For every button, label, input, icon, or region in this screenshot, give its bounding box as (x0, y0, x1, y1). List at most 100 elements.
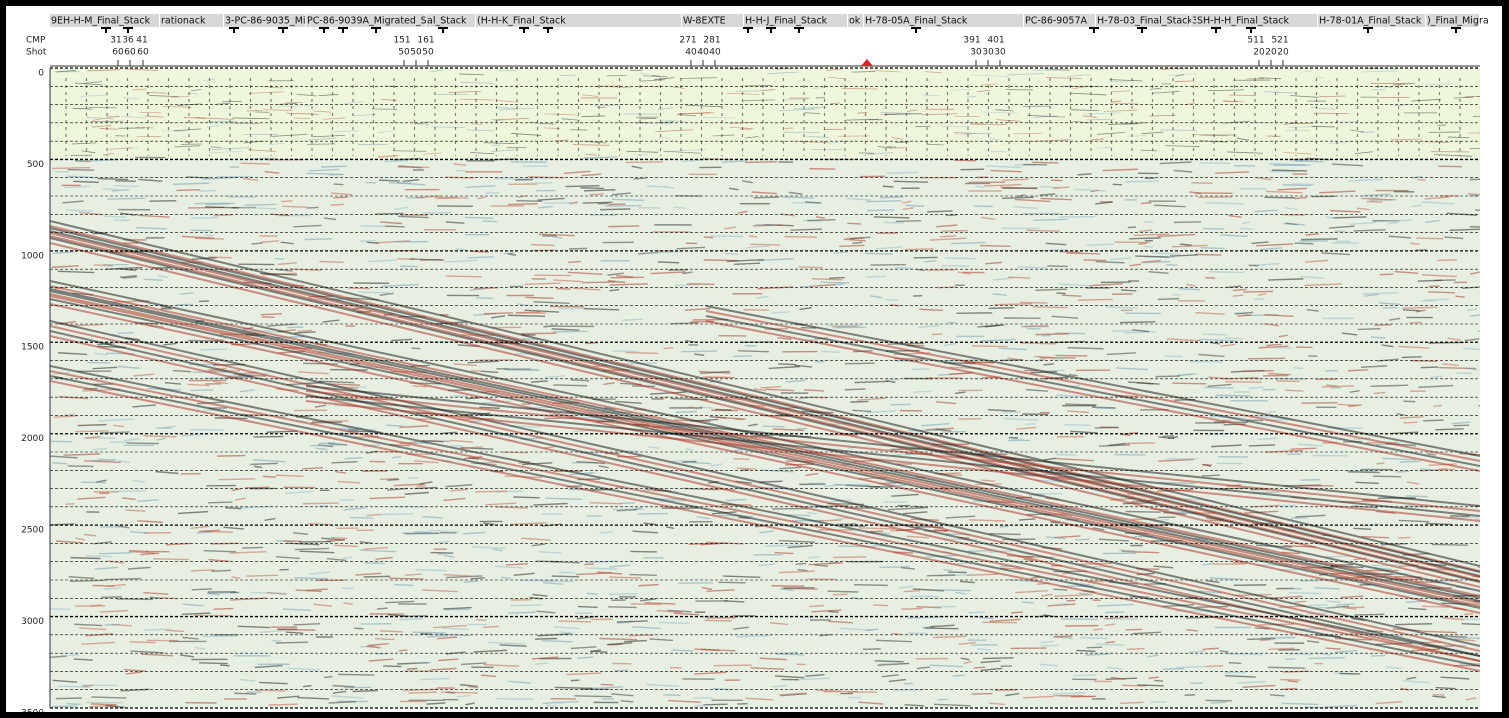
texture-stroke (88, 704, 118, 708)
texture-stroke (916, 666, 931, 670)
texture-stroke (122, 276, 137, 279)
window: 9EH-H-M_Final_Stack rationack 3-PC-86-9035… (6, 6, 1502, 712)
texture-stroke (1127, 226, 1136, 229)
texture-stroke (1271, 169, 1308, 172)
texture-stroke (1203, 227, 1225, 230)
texture-stroke (1447, 337, 1461, 341)
texture-stroke (715, 408, 732, 411)
texture-stroke (1124, 442, 1156, 445)
texture-stroke (1186, 628, 1198, 632)
texture-stroke (64, 413, 76, 416)
texture-stroke (254, 664, 283, 669)
texture-stroke (760, 385, 782, 389)
texture-stroke (144, 115, 164, 118)
texture-stroke (507, 680, 531, 684)
texture-stroke (483, 625, 499, 629)
texture-stroke (1382, 457, 1417, 461)
texture-stroke (1220, 234, 1248, 238)
texture-stroke (771, 311, 791, 314)
texture-stroke (703, 236, 714, 239)
texture-stroke (1073, 188, 1106, 192)
texture-stroke (1290, 516, 1308, 519)
texture-stroke (1141, 131, 1164, 135)
texture-stroke (1032, 306, 1068, 309)
texture-stroke (931, 333, 943, 336)
texture-stroke (94, 566, 119, 570)
texture-stroke (1305, 233, 1319, 236)
texture-stroke (203, 549, 236, 553)
texture-stroke (553, 279, 584, 283)
texture-stroke (172, 369, 192, 373)
texture-stroke (1172, 382, 1207, 385)
texture-stroke (975, 185, 985, 189)
texture-stroke (1465, 96, 1480, 98)
texture-stroke (1340, 595, 1364, 599)
texture-stroke (844, 388, 866, 391)
texture-stroke (1095, 260, 1125, 264)
texture-stroke (1154, 679, 1164, 682)
texture-stroke (467, 256, 494, 259)
texture-stroke (1385, 665, 1402, 670)
texture-stroke (1361, 70, 1398, 73)
texture-stroke (816, 216, 825, 219)
texture-stroke (522, 337, 539, 341)
texture-stroke (1054, 535, 1081, 539)
texture-stroke (524, 309, 559, 313)
texture-stroke (1190, 682, 1203, 685)
texture-stroke (133, 373, 155, 377)
texture-stroke (211, 569, 232, 573)
texture-stroke (968, 549, 992, 553)
texture-stroke (608, 203, 626, 206)
texture-stroke (1053, 635, 1073, 638)
texture-stroke (532, 543, 546, 547)
texture-stroke (580, 187, 604, 190)
texture-stroke (129, 531, 149, 534)
reflector (50, 380, 1480, 672)
texture-stroke (235, 497, 246, 501)
texture-stroke (63, 453, 100, 456)
texture-stroke (1142, 260, 1171, 264)
texture-stroke (700, 648, 736, 652)
texture-stroke (240, 162, 270, 165)
y-tick-label: 1500 (21, 343, 44, 353)
texture-stroke (109, 147, 133, 150)
texture-stroke (1371, 654, 1386, 657)
texture-stroke (511, 133, 542, 136)
texture-stroke (1356, 207, 1370, 211)
texture-stroke (90, 703, 117, 706)
texture-stroke (744, 161, 777, 164)
texture-stroke (675, 410, 698, 414)
texture-stroke (1026, 229, 1060, 232)
texture-stroke (50, 455, 78, 459)
texture-stroke (1173, 221, 1202, 224)
texture-stroke (495, 698, 534, 700)
texture-stroke (671, 649, 694, 652)
texture-stroke (1325, 704, 1357, 708)
shot-number: 60 (124, 48, 136, 58)
texture-stroke (352, 689, 378, 693)
texture-stroke (1186, 283, 1196, 287)
texture-stroke (639, 117, 657, 120)
texture-stroke (1002, 178, 1030, 182)
texture-stroke (1440, 676, 1470, 680)
texture-stroke (684, 307, 711, 311)
texture-stroke (223, 526, 245, 530)
texture-stroke (732, 355, 752, 358)
line-tick (319, 27, 329, 33)
texture-stroke (381, 414, 397, 417)
texture-stroke (1208, 376, 1234, 380)
texture-stroke (1236, 680, 1266, 685)
texture-stroke (275, 641, 309, 644)
texture-stroke (308, 168, 340, 172)
texture-stroke (91, 124, 111, 128)
texture-stroke (981, 479, 996, 482)
texture-stroke (1082, 115, 1097, 118)
texture-stroke (181, 433, 208, 437)
texture-stroke (880, 112, 911, 114)
texture-stroke (213, 380, 228, 385)
texture-stroke (354, 627, 364, 630)
texture-stroke (1394, 270, 1419, 274)
grid (50, 67, 1480, 709)
texture-stroke (484, 312, 514, 315)
texture-stroke (568, 260, 581, 264)
